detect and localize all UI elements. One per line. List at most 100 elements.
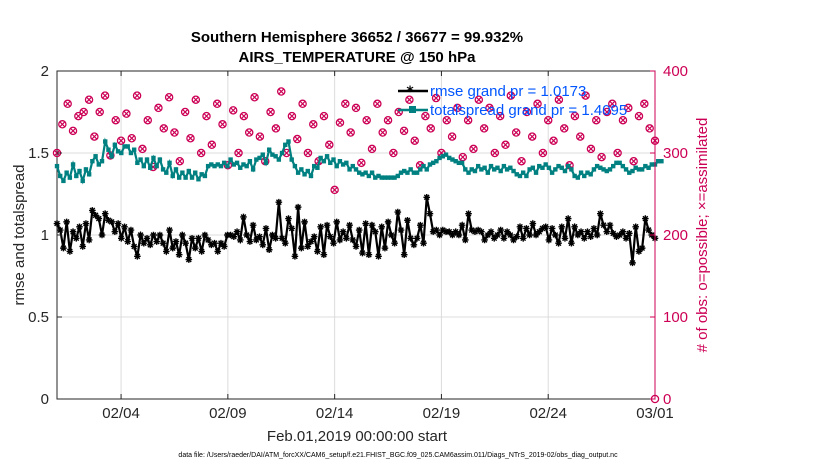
totalspread-point bbox=[389, 175, 394, 180]
obs-point bbox=[341, 99, 350, 109]
rmse-point bbox=[204, 236, 212, 244]
rmse-point bbox=[288, 225, 295, 232]
rmse-point bbox=[513, 233, 521, 240]
rmse-point bbox=[343, 234, 350, 242]
rmse-point bbox=[320, 251, 328, 258]
obs-point bbox=[399, 126, 409, 136]
y-right-tick-label: 100 bbox=[663, 309, 688, 326]
obs-possible-marker bbox=[341, 99, 350, 109]
obs-point bbox=[68, 126, 78, 136]
totalspread-point bbox=[212, 163, 217, 169]
totalspread-point bbox=[228, 157, 233, 162]
totalspread-point bbox=[276, 157, 282, 162]
rmse-point bbox=[208, 241, 215, 249]
rmse-point bbox=[191, 244, 199, 252]
rmse-point bbox=[92, 212, 99, 219]
rmse-point bbox=[439, 226, 447, 234]
rmse-point bbox=[388, 231, 395, 239]
totalspread-point bbox=[344, 160, 349, 166]
totalspread-point bbox=[77, 168, 82, 174]
totalspread-point bbox=[67, 175, 73, 180]
totalspread-point bbox=[463, 167, 468, 172]
rmse-point bbox=[490, 234, 498, 242]
obs-possible-marker bbox=[84, 95, 94, 104]
rmse-point bbox=[484, 231, 492, 239]
totalspread-point bbox=[215, 162, 220, 167]
obs-assimilated-marker bbox=[304, 149, 311, 157]
data-file-footnote: data file: /Users/raeder/DAI/ATM_forcXX/… bbox=[178, 452, 618, 459]
totalspread-point bbox=[270, 152, 275, 157]
totalspread-point bbox=[289, 157, 294, 162]
totalspread-point bbox=[472, 168, 478, 174]
obs-assimilated-marker bbox=[555, 96, 562, 103]
rmse-point bbox=[323, 221, 331, 229]
totalspread-point bbox=[263, 160, 269, 166]
rmse-point bbox=[326, 233, 334, 240]
totalspread-point bbox=[196, 177, 201, 182]
obs-assimilated-marker bbox=[390, 149, 397, 157]
rmse-point bbox=[66, 248, 74, 255]
obs-assimilated-marker bbox=[625, 104, 632, 111]
rmse-point bbox=[519, 234, 527, 242]
totalspread-point bbox=[514, 172, 519, 177]
obs-assimilated-marker bbox=[491, 149, 498, 157]
obs-assimilated-marker bbox=[176, 158, 183, 165]
rmse-point bbox=[301, 218, 308, 226]
rmse-point bbox=[577, 228, 585, 236]
rmse-point bbox=[217, 239, 225, 247]
obs-possible-marker bbox=[346, 128, 355, 137]
totalspread-point bbox=[180, 170, 185, 175]
obs-assimilated-marker bbox=[267, 108, 274, 116]
obs-point bbox=[234, 148, 243, 158]
obs-assimilated-marker bbox=[401, 127, 408, 134]
totalspread-point bbox=[591, 167, 597, 172]
obs-point bbox=[138, 144, 147, 154]
obs-assimilated-marker bbox=[69, 127, 77, 134]
rmse-point bbox=[272, 234, 279, 242]
totalspread-point bbox=[93, 154, 98, 159]
totalspread-point bbox=[221, 160, 227, 166]
obs-assimilated-marker bbox=[310, 121, 317, 128]
obs-assimilated-marker bbox=[320, 113, 327, 120]
totalspread-point bbox=[456, 160, 462, 166]
obs-possible-marker bbox=[383, 115, 393, 125]
totalspread-point bbox=[540, 165, 545, 170]
obs-assimilated-marker bbox=[443, 117, 450, 124]
totalspread-point bbox=[395, 173, 400, 179]
rmse-point bbox=[500, 234, 508, 242]
obs-possible-marker bbox=[469, 144, 478, 154]
obs-possible-marker bbox=[367, 144, 377, 154]
obs-point bbox=[479, 124, 489, 133]
totalspread-point bbox=[594, 163, 600, 169]
y-right-tick-label: 400 bbox=[663, 63, 688, 80]
obs-assimilated-marker bbox=[96, 108, 103, 116]
rmse-point bbox=[529, 220, 537, 227]
obs-possible-marker bbox=[186, 133, 195, 143]
rmse-point bbox=[294, 203, 302, 211]
rmse-point bbox=[375, 253, 382, 260]
obs-possible-marker bbox=[549, 136, 558, 145]
totalspread-point bbox=[565, 163, 571, 169]
obs-assimilated-marker bbox=[529, 133, 536, 140]
totalspread-point bbox=[585, 170, 590, 175]
obs-point bbox=[490, 148, 500, 158]
obs-assimilated-marker bbox=[342, 100, 349, 107]
rmse-point bbox=[265, 246, 273, 254]
rmse-point bbox=[140, 239, 148, 247]
totalspread-point bbox=[144, 157, 150, 162]
totalspread-point bbox=[598, 165, 603, 170]
obs-possible-marker bbox=[68, 126, 78, 136]
obs-assimilated-marker bbox=[475, 96, 482, 103]
totalspread-point bbox=[656, 159, 661, 164]
totalspread-point bbox=[128, 150, 134, 156]
rmse-point bbox=[130, 243, 138, 250]
obs-point bbox=[319, 111, 329, 121]
obs-point bbox=[186, 133, 195, 143]
obs-point bbox=[597, 152, 606, 162]
rmse-point bbox=[169, 244, 177, 252]
rmse-point bbox=[397, 226, 405, 234]
x-tick-label: 02/24 bbox=[529, 405, 567, 422]
obs-possible-marker bbox=[116, 136, 126, 145]
rmse-point bbox=[101, 210, 109, 217]
rmse-point bbox=[121, 223, 128, 231]
